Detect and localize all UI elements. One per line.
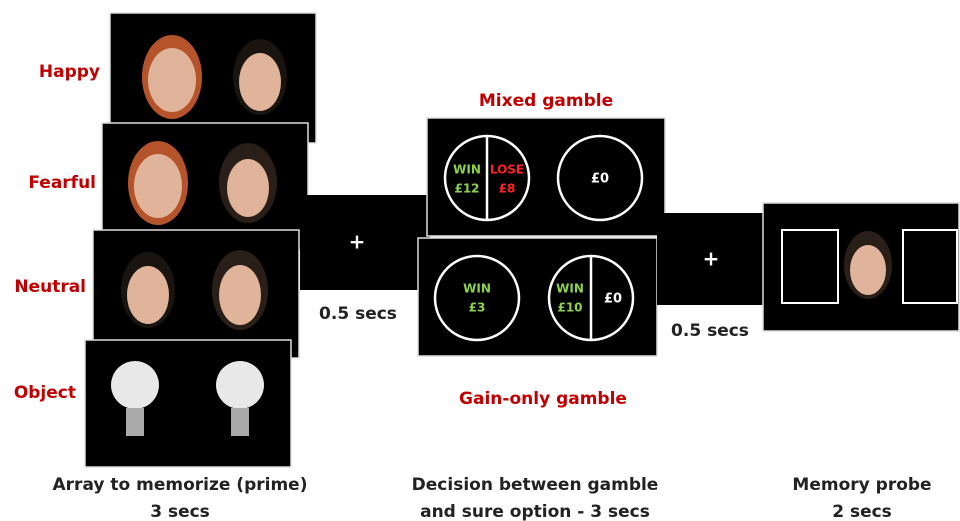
caption: and sure option - 3 secs (420, 502, 650, 521)
caption: Decision between gamble (412, 475, 659, 495)
lose-label: LOSE (490, 163, 524, 177)
shape (219, 265, 261, 325)
gamble-title: Mixed gamble (479, 91, 613, 111)
label: Fearful (28, 173, 96, 193)
gamble-title: Gain-only gamble (459, 389, 627, 409)
shape (126, 408, 144, 436)
shape (227, 159, 269, 217)
win-amount: £12 (454, 182, 479, 196)
duration: 0.5 secs (319, 304, 397, 324)
label: Neutral (14, 277, 86, 297)
caption: Array to memorize (prime) (53, 475, 308, 495)
shape (426, 117, 666, 237)
shape (762, 202, 960, 332)
shape (134, 154, 182, 218)
win-label: WIN (556, 282, 584, 296)
shape (127, 266, 169, 324)
caption: 3 secs (150, 502, 210, 521)
fixation-cross: + (349, 230, 366, 254)
win-amount: £3 (469, 301, 486, 315)
panel-object (84, 339, 292, 468)
shape (850, 245, 886, 295)
shape (239, 53, 281, 111)
shape (231, 408, 249, 436)
fixation-screen (657, 213, 765, 305)
shape (148, 48, 196, 112)
label: Object (14, 383, 76, 403)
caption: Memory probe (792, 475, 931, 495)
panel-happy (109, 12, 317, 144)
shape (556, 134, 644, 222)
panel-fearful (101, 122, 309, 251)
shape (111, 361, 159, 409)
win-label: WIN (453, 163, 481, 177)
panel-neutral (92, 229, 300, 359)
shape (902, 229, 958, 304)
other-amount: £0 (604, 292, 622, 307)
sure-amount: £0 (591, 172, 609, 187)
label: Happy (39, 62, 100, 82)
shape (433, 254, 521, 342)
lose-amount: £8 (499, 182, 516, 196)
win-label: WIN (463, 282, 491, 296)
shape (84, 339, 292, 468)
caption: 2 secs (832, 502, 892, 521)
fixation-cross: + (703, 247, 720, 271)
win-amount: £10 (557, 301, 582, 315)
fixation-screen (300, 195, 430, 290)
shape (216, 361, 264, 409)
duration: 0.5 secs (671, 321, 749, 341)
shape (781, 229, 839, 304)
